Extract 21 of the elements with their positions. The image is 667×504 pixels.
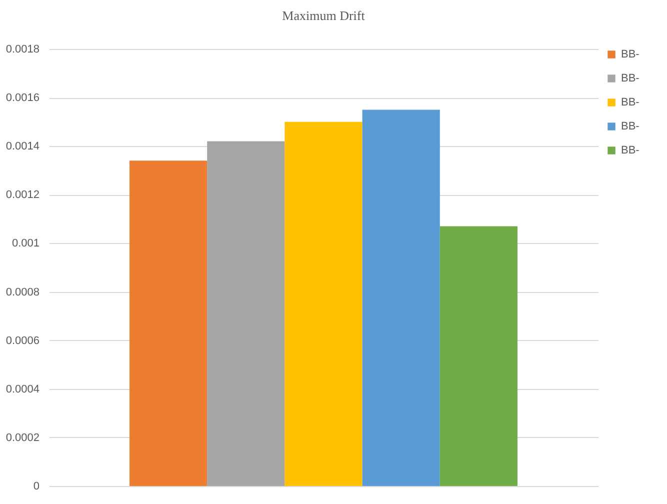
y-tick-label: 0.0014 [6,140,40,153]
legend-label: BB- [621,144,640,156]
y-tick-label: 0.001 [12,238,40,250]
y-tick-label: 0.0016 [6,92,40,104]
legend-label: BB- [621,72,640,84]
bar [284,122,362,486]
bar [362,110,440,486]
y-tick-label: 0.0008 [6,286,40,298]
y-tick-label: 0.0006 [6,334,40,347]
bar [207,141,285,486]
legend-label: BB- [621,96,640,108]
y-tick-label: 0.0012 [6,189,40,202]
bar [130,160,208,486]
y-tick-label: 0.0002 [6,432,40,444]
y-tick-label: 0.0004 [6,383,40,396]
legend-label: BB- [621,120,640,132]
y-tick-label: 0 [33,480,40,492]
y-tick-label: 0.0018 [6,44,40,56]
bar [440,226,518,486]
legend-label: BB- [621,48,640,60]
chart-title: Maximum Drift [282,8,366,23]
